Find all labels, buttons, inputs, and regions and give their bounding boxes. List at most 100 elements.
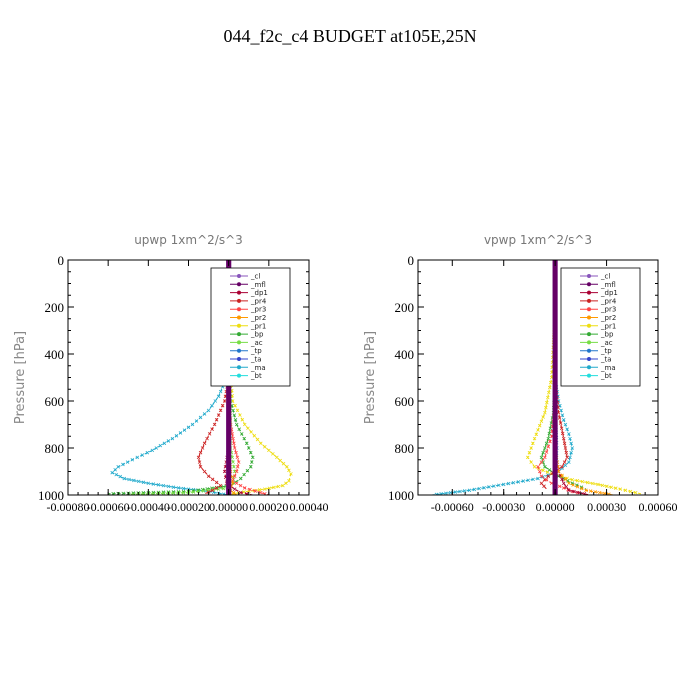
series-marker	[151, 482, 156, 486]
series-marker	[174, 433, 179, 438]
series-marker	[207, 432, 212, 436]
series-marker	[232, 413, 237, 417]
series-marker	[563, 477, 568, 482]
series-marker	[591, 481, 595, 486]
legend-marker	[587, 282, 591, 287]
series-marker	[125, 460, 130, 464]
legend-label: _tp	[250, 347, 262, 355]
legend-marker	[587, 373, 591, 378]
series-marker	[242, 436, 247, 441]
series-marker	[232, 474, 237, 478]
series-marker	[236, 460, 241, 464]
series-marker	[127, 477, 131, 482]
series-marker	[596, 482, 600, 487]
legend-marker	[237, 290, 241, 295]
series-marker	[536, 465, 540, 469]
legend-label: _ma	[250, 364, 266, 372]
series-marker	[182, 428, 187, 432]
series-marker	[557, 416, 562, 420]
series-marker	[171, 491, 176, 495]
series-marker	[609, 485, 614, 490]
series-marker	[516, 480, 521, 484]
series-marker	[492, 484, 496, 488]
series-marker	[231, 490, 236, 495]
series-marker	[623, 488, 628, 493]
series-marker	[534, 432, 539, 437]
series-marker	[158, 443, 163, 448]
series-marker	[202, 441, 207, 446]
series-marker	[539, 419, 544, 424]
series-marker	[544, 450, 549, 454]
series-marker	[546, 436, 551, 441]
series-marker	[194, 419, 199, 423]
legend: _cl_mfl_dp1_pr4_pr3_pr2_pr1_bp_ac_tp_ta_…	[560, 267, 641, 387]
series-marker	[233, 418, 238, 422]
x-tick-label: 0.00030	[587, 500, 626, 514]
series-marker	[248, 487, 252, 492]
series-marker	[570, 477, 575, 482]
series-marker	[285, 465, 289, 469]
legend-label: _pr2	[600, 314, 616, 322]
series-marker	[198, 415, 203, 420]
series-marker	[231, 436, 235, 441]
series-marker	[579, 486, 584, 491]
legend-label: _pr1	[600, 322, 616, 330]
series-marker	[210, 477, 215, 482]
series-marker	[567, 432, 571, 436]
series-marker	[150, 448, 155, 453]
x-tick-label: -0.00040	[127, 500, 170, 514]
series-marker	[546, 473, 551, 477]
series-marker	[275, 455, 279, 460]
series-marker	[230, 432, 235, 436]
series-marker	[234, 469, 239, 474]
series-marker	[543, 455, 547, 460]
legend-marker	[587, 332, 591, 337]
series-marker	[242, 486, 247, 490]
series-marker	[561, 436, 566, 441]
legend-label: _bt	[250, 372, 262, 380]
series-marker	[543, 446, 547, 450]
series-marker	[541, 450, 545, 455]
legend-label: _cl	[250, 273, 260, 281]
series-marker	[543, 410, 547, 415]
series-marker	[539, 455, 544, 460]
series-marker	[250, 455, 255, 460]
series-marker	[525, 455, 530, 460]
series-marker	[600, 483, 605, 488]
series-marker	[181, 486, 186, 491]
series-marker	[255, 437, 260, 442]
legend-box	[210, 267, 291, 387]
series-marker	[565, 479, 570, 483]
series-marker	[161, 491, 166, 495]
series-marker	[560, 465, 564, 469]
series-marker	[210, 403, 214, 408]
series-marker	[131, 492, 136, 495]
series-marker	[248, 450, 253, 455]
series-marker	[176, 486, 181, 490]
series-marker	[539, 460, 544, 464]
series-marker	[560, 413, 565, 417]
series-marker	[271, 452, 275, 456]
series-marker	[585, 480, 590, 485]
series-marker	[506, 481, 511, 486]
legend-marker	[587, 340, 591, 345]
series-marker	[560, 477, 564, 482]
series-marker	[246, 446, 251, 450]
legend-label: _tp	[600, 347, 612, 355]
series-marker	[487, 485, 491, 489]
series-marker	[238, 476, 243, 481]
series-marker	[141, 492, 146, 495]
series-marker	[542, 484, 546, 488]
series-marker	[482, 485, 486, 490]
series-marker	[568, 455, 572, 460]
series-marker	[497, 483, 501, 488]
series-marker	[222, 399, 227, 403]
x-tick-label: -0.00080	[47, 500, 90, 514]
series-marker	[246, 426, 250, 431]
series-marker	[477, 486, 482, 491]
x-tick-label: 0.00040	[290, 500, 329, 514]
series-marker	[214, 418, 219, 422]
series-marker	[230, 481, 235, 486]
series-marker	[532, 465, 537, 469]
